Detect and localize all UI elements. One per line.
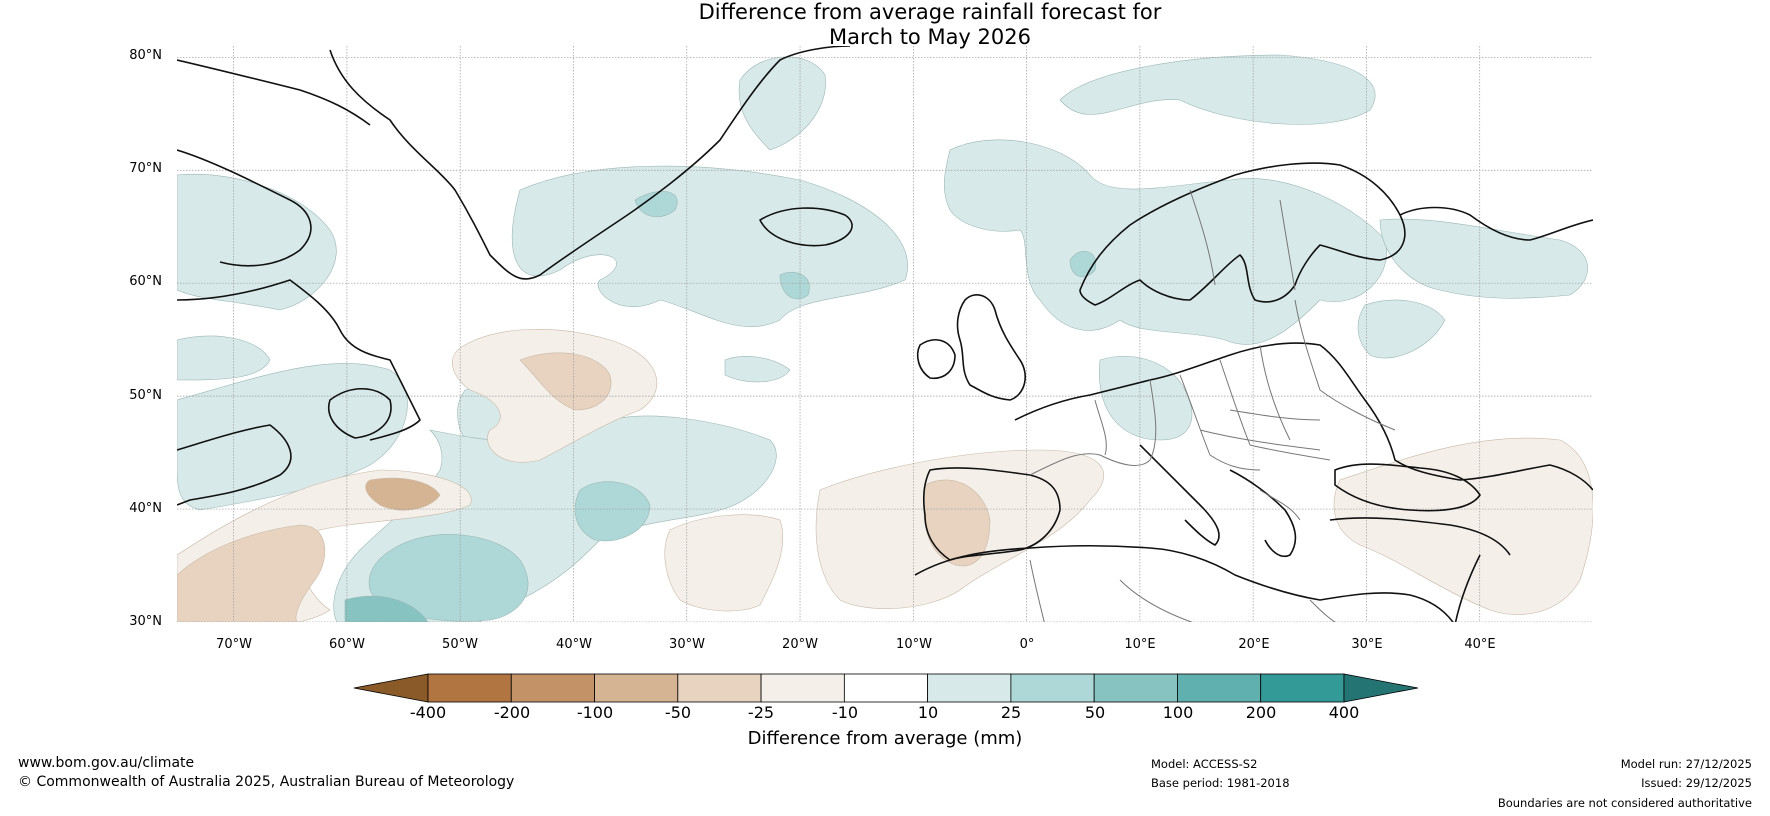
colorbar-tick: -25 [747,703,775,722]
colorbar-extend-high [1343,673,1419,703]
italy-coast [1139,444,1220,546]
lon-label-40e: 40°E [1464,637,1496,652]
colorbar-segment [843,673,929,703]
balkans-greece-coast [1229,469,1297,558]
colorbar-segment [1093,673,1178,703]
footer-base-period: Base period: 1981-2018 [1151,776,1290,790]
map-title: Difference from average rainfall forecas… [0,0,1770,50]
title-line-1: Difference from average rainfall forecas… [698,0,1162,24]
wet-anomaly-regions [177,54,1588,622]
colorbar-tick: -100 [576,703,614,722]
colorbar-tick: -10 [831,703,859,722]
scandinavia-coast [1079,162,1406,306]
coastlines [177,46,1593,622]
north-america-east-coast [177,424,292,506]
baffin-coast [177,149,312,267]
lon-label-30w: 30°W [669,637,705,652]
lon-label-30e: 30°E [1351,637,1383,652]
europe-coast [1014,342,1593,491]
lat-label-30n: 30°N [129,614,162,629]
ireland-coast [916,339,956,380]
colorbar-segment [594,673,679,703]
colorbar-segment [927,673,1012,703]
colorbar-tick: 200 [1245,703,1277,722]
kola-arctic-coast [1399,206,1593,241]
colorbar-tick: 400 [1328,703,1360,722]
footer-website: www.bom.gov.au/climate [18,755,195,771]
lat-label-60n: 60°N [129,274,162,289]
labrador-coast [177,279,421,441]
dry-anomaly-regions [177,329,1593,622]
title-line-2: March to May 2026 [829,25,1031,49]
iceland-coast [759,207,853,247]
newfoundland-coast [328,388,392,439]
footer-model-run: Model run: 27/12/2025 [1620,757,1752,771]
lon-label-0: 0° [1019,637,1035,652]
lat-label-50n: 50°N [129,388,162,403]
lat-label-80n: 80°N [129,48,162,63]
colorbar-segment [677,673,762,703]
colorbar-label: Difference from average (mm) [747,728,1023,749]
colorbar-tick: -400 [409,703,447,722]
british-isles-coast [956,294,1026,401]
colorbar-tick: -50 [664,703,692,722]
north-africa-coast [914,544,1454,622]
colorbar-extend-low [353,673,429,703]
footer-disclaimer: Boundaries are not considered authoritat… [1497,796,1752,810]
country-borders [1029,189,1396,622]
ellesmere-coast [177,59,371,126]
lon-label-70w: 70°W [216,637,252,652]
footer-copyright: © Commonwealth of Australia 2025, Austra… [18,774,515,790]
colorbar-tick: 50 [1084,703,1106,722]
turkey-coast [1329,517,1511,556]
colorbar-segment [1177,673,1262,703]
colorbar-segment [1260,673,1345,703]
lon-label-20e: 20°E [1238,637,1270,652]
graticule [177,46,1593,622]
iberia-coast [923,467,1061,561]
lon-label-10e: 10°E [1124,637,1156,652]
colorbar-tick: -200 [493,703,531,722]
levant-coast [1454,554,1481,622]
lon-label-60w: 60°W [329,637,365,652]
colorbar-tick: 25 [1000,703,1022,722]
lon-label-40w: 40°W [556,637,592,652]
lat-label-70n: 70°N [129,161,162,176]
colorbar-segment [1010,673,1095,703]
colorbar-segment [427,673,512,703]
colorbar [353,673,1419,703]
lon-label-20w: 20°W [782,637,818,652]
footer-model: Model: ACCESS-S2 [1151,757,1258,771]
greenland-coast [329,46,851,280]
colorbar-tick: 10 [917,703,939,722]
lon-label-50w: 50°W [442,637,478,652]
footer-issued: Issued: 29/12/2025 [1641,776,1752,790]
map-area [177,46,1593,622]
black-sea-coast [1334,463,1481,512]
colorbar-segment [760,673,845,703]
lon-label-10w: 10°W [896,637,932,652]
colorbar-segment [510,673,595,703]
lat-label-40n: 40°N [129,501,162,516]
colorbar-tick: 100 [1162,703,1194,722]
